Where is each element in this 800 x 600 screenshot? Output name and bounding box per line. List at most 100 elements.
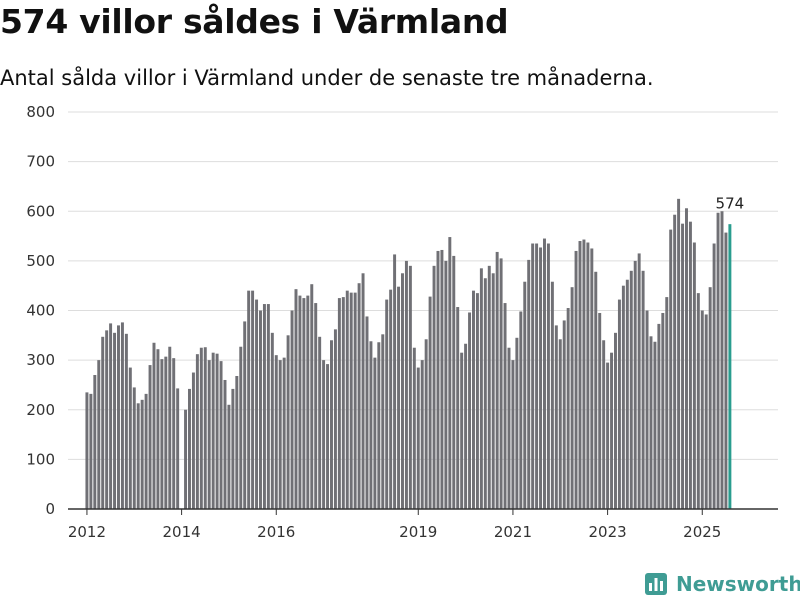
bar — [381, 334, 385, 509]
chart-title: 574 villor såldes i Värmland — [0, 2, 509, 41]
bar — [558, 339, 562, 509]
bar — [152, 342, 156, 509]
bar — [124, 333, 128, 509]
bar — [266, 304, 270, 509]
bar — [503, 303, 507, 509]
bars — [85, 198, 732, 510]
bar — [270, 332, 274, 509]
bar — [511, 360, 515, 510]
bar — [333, 329, 337, 509]
bar — [428, 296, 432, 509]
bar — [629, 270, 633, 509]
bar — [117, 325, 120, 509]
bar — [369, 341, 373, 509]
bar — [93, 375, 97, 509]
y-axis-ticks: 0 100 200 300 400 500 600 700 800 — [26, 103, 55, 518]
bar — [661, 312, 665, 509]
bar — [314, 303, 318, 509]
bar — [432, 265, 436, 509]
latest-value-annotation: 574 — [716, 194, 745, 212]
bar — [345, 290, 349, 509]
bar — [562, 320, 566, 509]
y-tick-label: 200 — [26, 401, 55, 419]
bar — [685, 208, 688, 509]
bar — [294, 289, 298, 509]
bar — [452, 255, 456, 509]
y-tick-label: 300 — [26, 351, 55, 369]
bar — [527, 259, 531, 509]
bar — [633, 260, 637, 510]
bar — [168, 346, 172, 509]
bar — [105, 330, 109, 509]
x-tick-label: 2019 — [399, 523, 437, 541]
bar — [479, 268, 483, 509]
bar — [448, 237, 452, 509]
bar — [132, 387, 136, 509]
bar — [724, 232, 728, 509]
bar — [148, 365, 152, 509]
bar — [373, 357, 377, 509]
bar — [688, 221, 692, 510]
bar — [519, 311, 523, 509]
bar — [614, 332, 617, 509]
bar — [353, 292, 357, 509]
bar — [109, 323, 113, 509]
bar — [85, 392, 89, 509]
bar — [704, 314, 708, 509]
bar — [570, 287, 574, 509]
bar — [389, 289, 393, 509]
bar — [475, 293, 479, 509]
y-tick-label: 600 — [26, 202, 55, 220]
x-tick-label: 2012 — [68, 523, 106, 541]
bar — [566, 308, 570, 509]
bar — [156, 349, 160, 509]
bar — [606, 362, 610, 509]
newsworthy-logo-icon — [645, 573, 667, 595]
bar — [393, 254, 397, 509]
y-tick-label: 400 — [26, 302, 55, 320]
bar — [176, 388, 180, 509]
bar — [535, 243, 539, 509]
y-tick-label: 100 — [26, 450, 55, 468]
bar — [341, 297, 345, 509]
x-tick-label: 2014 — [163, 523, 201, 541]
bar — [144, 393, 148, 509]
bar — [290, 310, 294, 509]
bar — [649, 336, 653, 509]
bar — [700, 310, 704, 509]
bar — [203, 347, 207, 509]
bar — [673, 214, 677, 509]
bar — [306, 295, 310, 509]
brand-logo[interactable]: Newsworthy — [644, 568, 800, 600]
bar — [219, 361, 223, 509]
bar — [215, 353, 219, 509]
bar — [322, 360, 326, 510]
bar — [594, 271, 598, 509]
bar — [523, 281, 527, 509]
x-tick-label: 2016 — [257, 523, 295, 541]
x-axis-ticks: 2012 2014 2016 2019 2021 2023 2025 — [68, 509, 721, 541]
bar — [665, 297, 669, 509]
bar — [274, 355, 278, 509]
bar — [586, 242, 590, 509]
bar — [716, 212, 720, 510]
bar — [460, 352, 464, 509]
brand-name: Newsworthy — [676, 572, 800, 596]
bar — [412, 347, 416, 509]
bar — [120, 322, 124, 509]
bar — [408, 265, 412, 509]
bar — [625, 279, 629, 509]
bar — [377, 342, 381, 509]
bar — [337, 298, 341, 509]
bar — [191, 372, 195, 509]
bar — [645, 310, 649, 509]
bar — [464, 343, 468, 509]
bar — [397, 286, 401, 509]
bar — [195, 354, 199, 509]
bar — [677, 198, 681, 509]
bar — [582, 239, 586, 510]
bar — [456, 307, 460, 509]
bar — [641, 270, 645, 509]
bar — [160, 359, 164, 509]
bar — [235, 376, 239, 509]
